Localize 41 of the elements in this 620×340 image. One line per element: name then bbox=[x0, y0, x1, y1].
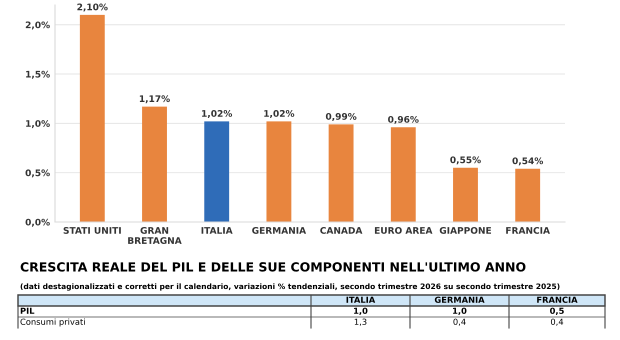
text: 1,3 bbox=[354, 318, 366, 326]
y-tick-label: 1,0% bbox=[26, 120, 50, 128]
data-label: 0,54% bbox=[512, 157, 544, 166]
bar bbox=[266, 121, 292, 222]
data-label: 0,96% bbox=[388, 116, 419, 124]
data-label: 1,02% bbox=[264, 110, 294, 118]
category-label: FRANCIA bbox=[537, 296, 578, 303]
text: 0,4 bbox=[550, 318, 564, 326]
y-tick-label: 0,5% bbox=[26, 169, 50, 178]
x-tick-label: EURO AREA bbox=[374, 227, 432, 234]
category-label: PIL bbox=[20, 308, 34, 314]
data-label: 0,99% bbox=[326, 112, 356, 121]
data-label: 2,10% bbox=[77, 4, 108, 12]
bar bbox=[142, 106, 167, 222]
category-label: ITALIA bbox=[346, 296, 376, 303]
data-label: 0,55% bbox=[450, 156, 481, 164]
bar bbox=[328, 124, 354, 222]
x-tick-label: GRAN BRETAGNA bbox=[128, 227, 182, 244]
bar bbox=[453, 168, 478, 222]
bar bbox=[204, 121, 230, 222]
text: 0,4 bbox=[453, 318, 466, 326]
bar bbox=[80, 14, 105, 222]
text: 1,0 bbox=[354, 308, 368, 315]
category-label: GERMANIA bbox=[434, 296, 485, 303]
bar bbox=[390, 127, 416, 222]
data-label: 1,02% bbox=[202, 110, 232, 118]
x-tick-label: GERMANIA bbox=[252, 227, 306, 234]
data-label: 1,17% bbox=[140, 95, 170, 104]
category-label: Consumi privati bbox=[20, 318, 85, 327]
y-tick-label: 0,0% bbox=[26, 218, 50, 227]
text: 1,0 bbox=[453, 308, 466, 315]
text: CRESCITA REALE DEL PIL E DELLE SUE COMPONENTI NELL'ULTIMO ANNO bbox=[20, 262, 526, 272]
text: 0,5 bbox=[550, 308, 564, 315]
x-tick-label: ITALIA bbox=[202, 227, 233, 234]
x-tick-label: FRANCIA bbox=[506, 227, 550, 234]
y-tick-label: 2,0% bbox=[26, 21, 50, 30]
x-tick-label: GIAPPONE bbox=[440, 227, 492, 234]
bar bbox=[515, 168, 540, 222]
y-tick-label: 1,5% bbox=[26, 70, 50, 79]
x-tick-label: STATI UNITI bbox=[64, 227, 121, 234]
x-tick-label: CANADA bbox=[320, 227, 362, 234]
